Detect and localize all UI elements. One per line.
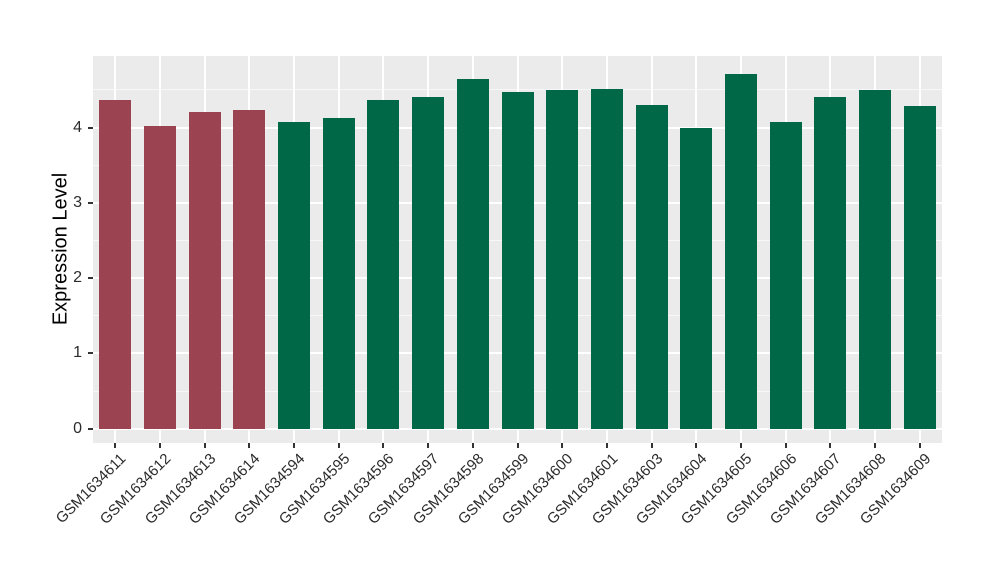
- x-tick-mark: [382, 443, 385, 448]
- y-tick-label: 4: [73, 118, 82, 136]
- x-tick-mark: [918, 443, 921, 448]
- bar-GSM1634601: [590, 89, 623, 429]
- x-tick-mark: [337, 443, 340, 448]
- bar-GSM1634598: [456, 78, 489, 429]
- x-tick-mark: [829, 443, 832, 448]
- x-tick-mark: [471, 443, 474, 448]
- x-tick-mark: [248, 443, 251, 448]
- x-tick-mark: [114, 443, 117, 448]
- bar-GSM1634594: [278, 122, 311, 429]
- bar-GSM1634608: [858, 89, 891, 429]
- y-tick-mark: [88, 427, 93, 430]
- plot-panel: [93, 56, 942, 443]
- x-tick-mark: [516, 443, 519, 448]
- x-tick-mark: [427, 443, 430, 448]
- x-tick-mark: [784, 443, 787, 448]
- y-tick-mark: [88, 277, 93, 280]
- bar-GSM1634604: [680, 127, 713, 429]
- bar-GSM1634614: [233, 110, 266, 429]
- y-tick-mark: [88, 352, 93, 355]
- x-tick-mark: [695, 443, 698, 448]
- x-tick-mark: [873, 443, 876, 448]
- y-tick-label: 2: [73, 269, 82, 287]
- x-tick-mark: [739, 443, 742, 448]
- x-tick-mark: [650, 443, 653, 448]
- y-tick-mark: [88, 126, 93, 129]
- bar-GSM1634611: [99, 100, 132, 429]
- y-tick-mark: [88, 201, 93, 204]
- bar-GSM1634595: [322, 117, 355, 429]
- x-tick-mark: [159, 443, 162, 448]
- x-tick-mark: [561, 443, 564, 448]
- x-tick-mark: [203, 443, 206, 448]
- bar-GSM1634606: [769, 122, 802, 429]
- bar-GSM1634609: [903, 105, 936, 429]
- bar-GSM1634603: [635, 104, 668, 429]
- bar-GSM1634600: [546, 89, 579, 429]
- x-tick-mark: [605, 443, 608, 448]
- bar-GSM1634596: [367, 100, 400, 429]
- bar-GSM1634597: [412, 96, 445, 429]
- bar-GSM1634599: [501, 92, 534, 429]
- bar-GSM1634612: [144, 126, 177, 429]
- bar-GSM1634605: [724, 74, 757, 429]
- y-tick-label: 0: [73, 419, 82, 437]
- bar-GSM1634607: [814, 96, 847, 429]
- x-tick-mark: [293, 443, 296, 448]
- y-tick-label: 1: [73, 344, 82, 362]
- y-tick-label: 3: [73, 193, 82, 211]
- bar-GSM1634613: [188, 111, 221, 429]
